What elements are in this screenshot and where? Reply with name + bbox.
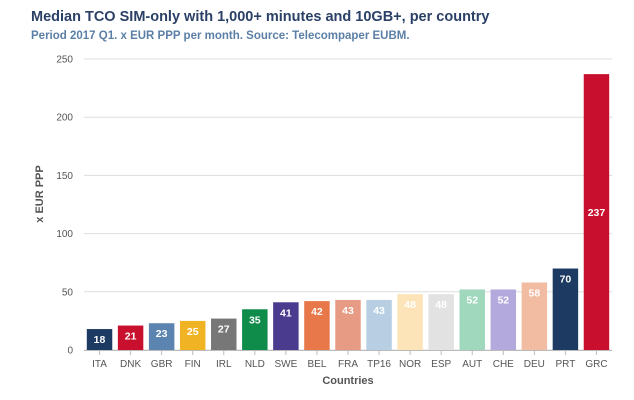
y-tick-label: 50: [62, 287, 74, 298]
bar-nor: [397, 294, 423, 350]
data-label: 27: [218, 324, 230, 336]
data-label: 25: [187, 326, 199, 338]
bar-tp16: [366, 299, 392, 350]
bar-dnk: [117, 325, 144, 350]
bar-nld: [242, 309, 268, 350]
y-tick-label: 150: [56, 171, 73, 182]
y-tick-label: 100: [56, 229, 73, 240]
x-tick-label: DNK: [120, 359, 141, 370]
x-tick-label: DEU: [524, 359, 545, 370]
bar-che: [490, 289, 517, 350]
bar-gbr: [148, 323, 175, 350]
bar-grc: [583, 74, 610, 350]
data-label: 48: [435, 299, 447, 311]
x-tick-label: ITA: [92, 359, 107, 370]
x-tick-label: ESP: [431, 359, 451, 370]
bar-aut: [459, 289, 485, 350]
data-label: 52: [466, 294, 478, 306]
x-tick-label: AUT: [462, 359, 482, 370]
data-label: 237: [588, 207, 606, 219]
bar-fin: [179, 320, 206, 350]
data-label: 43: [342, 305, 354, 317]
bar-ita: [86, 329, 113, 350]
x-tick-label: SWE: [274, 359, 297, 370]
data-label: 23: [156, 328, 168, 340]
y-tick-label: 250: [56, 55, 73, 66]
x-tick-label: NOR: [399, 359, 421, 370]
x-tick-label: PRT: [555, 359, 575, 370]
y-tick-label: 0: [67, 346, 73, 357]
data-label: 35: [249, 314, 261, 326]
x-tick-label: BEL: [307, 359, 326, 370]
y-tick-label: 200: [56, 113, 73, 124]
data-label: 52: [497, 294, 509, 306]
x-tick-label: CHE: [493, 359, 514, 370]
axes: 0 50 100 150 200 250 ITA DNK GBR FIN IRL NLD SWE BEL F…: [56, 55, 612, 370]
data-label: 58: [529, 287, 541, 299]
x-tick-label: FIN: [185, 359, 201, 370]
bar-bel: [304, 301, 330, 350]
bar-irl: [211, 318, 237, 350]
x-tick-label: FRA: [338, 359, 358, 370]
x-tick-label: NLD: [245, 359, 265, 370]
bar-esp: [428, 294, 454, 350]
data-label: 48: [404, 299, 416, 311]
x-tick-label: GRC: [585, 359, 607, 370]
data-label: 41: [280, 307, 292, 319]
bar-deu: [521, 282, 548, 350]
chart-title: Median TCO SIM-only with 1,000+ minutes …: [31, 9, 490, 25]
x-tick-label: IRL: [216, 359, 232, 370]
y-axis-title: x EUR PPP: [34, 165, 46, 222]
bar-swe: [273, 302, 299, 350]
bars: 18 21 23 25 27 35 41 42 43 43 48 48 52 52 58 70 237: [86, 74, 610, 350]
bar-prt: [552, 268, 579, 350]
data-label: 70: [560, 274, 572, 286]
chart-subtitle: Period 2017 Q1. x EUR PPP per month. Sou…: [31, 30, 410, 42]
data-label: 18: [94, 334, 106, 346]
data-label: 42: [311, 306, 323, 318]
data-label: 21: [125, 331, 137, 343]
data-label: 43: [373, 305, 385, 317]
x-axis-title: Countries: [322, 375, 373, 387]
x-tick-label: GBR: [151, 359, 173, 370]
bar-fra: [335, 299, 361, 350]
x-tick-label: TP16: [367, 359, 391, 370]
